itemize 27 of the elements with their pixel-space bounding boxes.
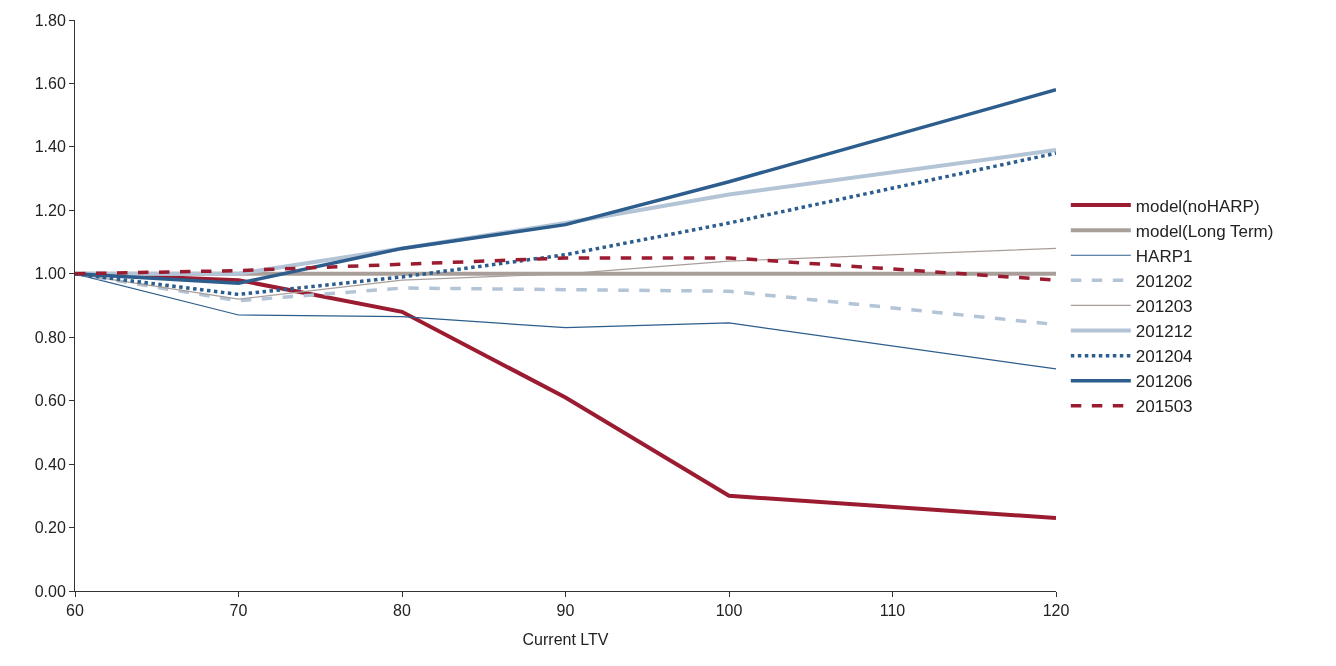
legend-label: 201206: [1135, 372, 1193, 392]
y-tick-label: 1.60: [34, 75, 66, 93]
y-tick-label: 0.20: [34, 519, 66, 537]
y-tick-label: 1.80: [34, 11, 66, 29]
y-tick-label: 0.60: [34, 392, 66, 410]
legend-label: model(Long Term): [1135, 221, 1274, 241]
x-tick-label: 70: [229, 602, 248, 620]
x-axis-title: Current LTV: [522, 630, 609, 648]
x-tick-label: 110: [879, 602, 906, 620]
legend-label: model(noHARP): [1135, 196, 1260, 216]
x-tick-label: 80: [393, 602, 411, 620]
x-tick-label: 100: [715, 602, 743, 620]
y-tick-label: 0.00: [34, 582, 66, 600]
legend-label: 201503: [1135, 397, 1193, 417]
x-tick-label: 60: [66, 602, 84, 620]
y-tick-label: 0.80: [34, 328, 66, 346]
legend-label: 201204: [1135, 347, 1193, 367]
y-tick-label: 1.20: [34, 201, 66, 219]
x-tick-label: 90: [556, 602, 575, 620]
x-tick-label: 120: [1042, 602, 1070, 620]
legend-label: HARP1: [1135, 246, 1193, 266]
legend-label: 201202: [1135, 271, 1193, 291]
y-tick-label: 1.00: [34, 265, 66, 283]
y-tick-label: 1.40: [34, 138, 66, 156]
legend-label: 201203: [1135, 297, 1193, 317]
legend-label: 201212: [1135, 322, 1193, 342]
y-tick-label: 0.40: [34, 455, 66, 473]
